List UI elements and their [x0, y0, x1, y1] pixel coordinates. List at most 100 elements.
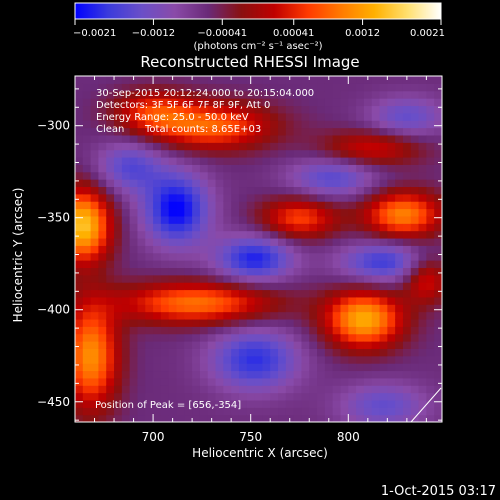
heatmap-cell: [129, 318, 139, 327]
heatmap-cell: [332, 76, 342, 84]
heatmap-cell: [262, 127, 271, 136]
heatmap-cell: [106, 274, 115, 283]
heatmap-cell: [160, 260, 170, 268]
heatmap-cell: [262, 355, 271, 364]
heatmap-cell: [106, 215, 115, 224]
heatmap-cell: [75, 245, 84, 254]
heatmap-cell: [270, 370, 279, 379]
heatmap-cell: [75, 318, 84, 327]
heatmap-cell: [199, 348, 209, 357]
heatmap-cell: [434, 260, 442, 268]
heatmap-cell: [153, 355, 162, 364]
heatmap-cell: [114, 267, 123, 276]
heatmap-cell: [317, 98, 326, 107]
heatmap-cell: [254, 370, 264, 379]
heatmap-cell: [363, 377, 373, 386]
heatmap-cell: [309, 296, 318, 305]
heatmap-cell: [82, 193, 92, 202]
heatmap-cell: [114, 149, 123, 158]
heatmap-cell: [426, 179, 435, 188]
heatmap-cell: [270, 149, 279, 158]
heatmap-cell: [184, 76, 193, 84]
heatmap-cell: [309, 76, 318, 84]
heatmap-cell: [238, 76, 248, 84]
heatmap-cell: [192, 311, 201, 320]
heatmap-cell: [309, 274, 318, 283]
heatmap-cell: [246, 156, 256, 165]
heatmap-cell: [293, 127, 303, 136]
heatmap-cell: [262, 296, 271, 305]
heatmap-cell: [418, 333, 427, 342]
heatmap-cell: [418, 348, 427, 357]
heatmap-cell: [90, 399, 100, 408]
heatmap-cell: [153, 112, 162, 121]
heatmap-cell: [293, 326, 303, 335]
heatmap-cell: [270, 311, 279, 320]
heatmap-cell: [223, 355, 232, 364]
heatmap-cell: [278, 399, 287, 408]
heatmap-cell: [379, 127, 388, 136]
heatmap-cell: [426, 201, 435, 210]
heatmap-cell: [348, 149, 357, 158]
heatmap-cell: [418, 385, 427, 394]
heatmap-cell: [246, 252, 256, 261]
heatmap-cell: [121, 333, 131, 342]
heatmap-cell: [114, 201, 123, 210]
heatmap-cell: [254, 208, 264, 217]
heatmap-cell: [285, 142, 295, 151]
heatmap-cell: [395, 223, 404, 232]
heatmap-cell: [332, 193, 342, 202]
heatmap-cell: [293, 377, 303, 386]
heatmap-cell: [121, 407, 131, 416]
heatmap-cell: [317, 363, 326, 372]
heatmap-cell: [324, 156, 334, 165]
heatmap-cell: [402, 186, 412, 195]
heatmap-cell: [363, 245, 373, 254]
heatmap-cell: [114, 341, 123, 349]
heatmap-cell: [160, 215, 170, 224]
heatmap-cell: [262, 326, 271, 335]
heatmap-cell: [317, 289, 326, 298]
heatmap-cell: [121, 186, 131, 195]
heatmap-cell: [184, 134, 193, 143]
heatmap-cell: [231, 105, 240, 114]
heatmap-cell: [137, 127, 146, 136]
heatmap-cell: [106, 392, 115, 401]
heatmap-cell: [160, 105, 170, 114]
heatmap-cell: [418, 289, 427, 298]
heatmap-cell: [293, 318, 303, 327]
heatmap-cell: [184, 267, 193, 276]
heatmap-cell: [293, 201, 303, 210]
heatmap-cell: [160, 98, 170, 107]
heatmap-cell: [387, 296, 396, 305]
heatmap-cell: [395, 105, 404, 114]
heatmap-cell: [309, 311, 318, 320]
heatmap-cell: [324, 392, 334, 401]
heatmap-cell: [106, 171, 115, 180]
heatmap-cell: [98, 289, 107, 298]
heatmap-cell: [270, 260, 279, 268]
heatmap-cell: [356, 348, 365, 357]
heatmap-cell: [262, 179, 271, 188]
heatmap-cell: [371, 98, 381, 107]
heatmap-cell: [145, 230, 154, 239]
heatmap-cell: [340, 156, 349, 165]
heatmap-cell: [363, 399, 373, 408]
heatmap-cell: [82, 230, 92, 239]
heatmap-cell: [207, 193, 217, 202]
heatmap-cell: [293, 348, 303, 357]
colorbar-tick-label: −0.0021: [73, 28, 116, 39]
heatmap-cell: [371, 267, 381, 276]
heatmap-cell: [129, 385, 139, 394]
heatmap-cell: [90, 260, 100, 268]
heatmap-cell: [270, 348, 279, 357]
heatmap-cell: [121, 274, 131, 283]
heatmap-cell: [262, 267, 271, 276]
heatmap-cell: [75, 215, 84, 224]
heatmap-cell: [199, 105, 209, 114]
heatmap-cell: [317, 208, 326, 217]
heatmap-cell: [340, 98, 349, 107]
heatmap-cell: [153, 370, 162, 379]
heatmap-cell: [106, 267, 115, 276]
